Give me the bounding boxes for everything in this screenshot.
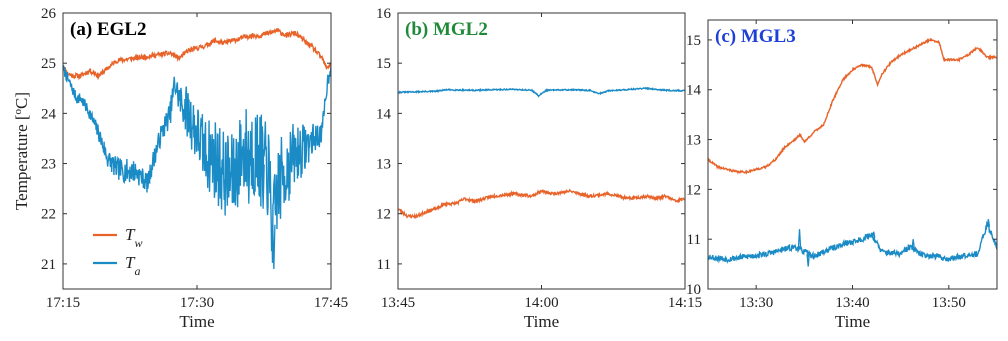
series-ta-spike — [911, 239, 915, 249]
y-tick-label: 24 — [41, 106, 57, 122]
y-tick-label: 22 — [41, 207, 56, 223]
series-ta-line — [398, 86, 685, 98]
panel-title: (a) EGL2 — [70, 19, 147, 40]
y-tick-label: 15 — [376, 56, 391, 72]
legend-label-tw: Tw — [125, 225, 142, 250]
panel-b: 13:45 14:00 14:15 11 12 13 14 15 16 Time (b) MGL2 — [376, 6, 702, 331]
y-tick-label: 13 — [686, 133, 701, 149]
panel-c: 13:30 13:40 13:50 10 11 12 13 14 15 Time (c) MGL3 — [686, 19, 998, 331]
y-tick-label: 13 — [376, 157, 391, 173]
y-axis-label-degree: o — [12, 108, 24, 114]
y-tick-label: 15 — [686, 33, 701, 49]
series-tw-line — [398, 188, 685, 220]
y-axis-label: Temperature [oC] — [12, 92, 31, 210]
x-tick-label: 13:30 — [739, 295, 773, 311]
series-ta-spike — [797, 229, 802, 250]
y-tick-label: 21 — [41, 257, 56, 273]
x-tick-label: 13:40 — [835, 295, 869, 311]
axes-frame — [397, 12, 686, 290]
y-tick-label: 25 — [41, 56, 56, 72]
y-tick-label: 23 — [41, 157, 56, 173]
series-ta-spike — [261, 164, 265, 209]
y-tick-label: 26 — [41, 6, 57, 22]
x-tick-label: 17:15 — [46, 295, 80, 311]
series-ta-spike — [218, 167, 222, 199]
y-tick-label: 14 — [376, 106, 392, 122]
x-axis-label: Time — [524, 312, 559, 331]
legend-label-ta: Ta — [125, 253, 140, 278]
series-ta-spike — [234, 168, 239, 184]
series-tw-line — [708, 37, 997, 175]
y-tick-label: 11 — [687, 232, 701, 248]
y-axis-label-pre: Temperature [ — [12, 114, 31, 210]
series-ta-spike — [986, 219, 991, 227]
y-tick-label: 12 — [686, 182, 701, 198]
series-ta-spike — [247, 149, 251, 204]
x-tick-label: 13:45 — [381, 295, 415, 311]
x-axis-label: Time — [179, 312, 214, 331]
x-tick-label: 14:00 — [524, 295, 558, 311]
series-ta-spike — [272, 224, 276, 269]
y-axis-label-post: C] — [12, 92, 31, 109]
y-tick-label: 11 — [377, 257, 391, 273]
series-ta-line — [63, 64, 331, 263]
x-axis-label: Time — [835, 312, 870, 331]
y-tick-label: 10 — [686, 282, 701, 298]
series-tw-line — [63, 27, 331, 81]
panel-a: 17:15 17:30 17:45 21 22 23 24 25 26 Time Temperatu… — [12, 6, 348, 331]
x-tick-label: 14:15 — [668, 295, 702, 311]
panel-title: (b) MGL2 — [405, 19, 488, 40]
series-ta-spike — [806, 253, 810, 267]
panel-title: (c) MGL3 — [715, 26, 796, 47]
y-tick-label: 16 — [376, 6, 392, 22]
x-tick-label: 17:30 — [180, 295, 214, 311]
y-tick-label: 14 — [686, 83, 702, 99]
series-ta-spike — [871, 231, 876, 238]
series-ta-line — [708, 220, 997, 264]
y-tick-label: 12 — [376, 207, 391, 223]
x-tick-label: 17:45 — [314, 295, 348, 311]
x-tick-label: 13:50 — [932, 295, 966, 311]
